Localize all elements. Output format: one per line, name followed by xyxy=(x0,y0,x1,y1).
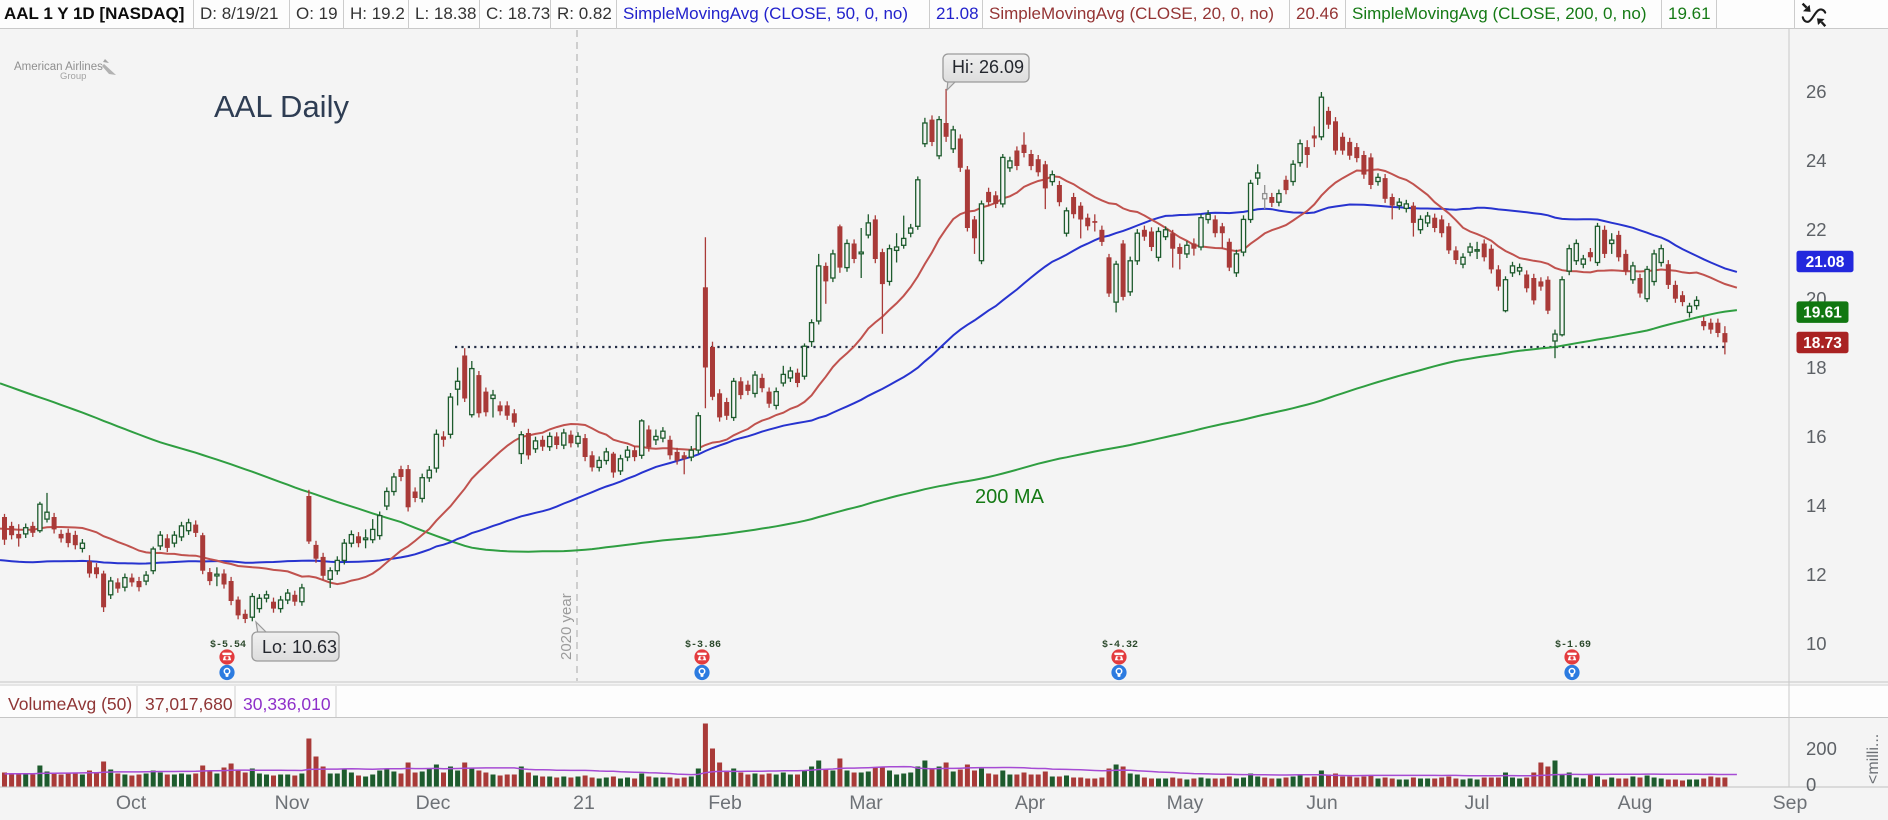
svg-text:21.08: 21.08 xyxy=(1806,254,1845,271)
svg-text:$-1.69: $-1.69 xyxy=(1555,639,1591,651)
svg-text:Jun: Jun xyxy=(1306,792,1337,814)
svg-text:14: 14 xyxy=(1806,495,1827,516)
svg-text:37,017,680: 37,017,680 xyxy=(145,694,233,714)
svg-text:Lo: 10.63: Lo: 10.63 xyxy=(262,637,337,657)
svg-text:200: 200 xyxy=(1806,738,1837,759)
svg-text:26: 26 xyxy=(1806,81,1827,102)
svg-text:Nov: Nov xyxy=(275,792,310,814)
svg-text:2020 year: 2020 year xyxy=(558,593,575,660)
svg-text:18.73: 18.73 xyxy=(1803,335,1842,352)
svg-text:30,336,010: 30,336,010 xyxy=(243,694,331,714)
svg-text:18: 18 xyxy=(1806,357,1827,378)
svg-text:Dec: Dec xyxy=(416,792,451,814)
svg-text:$-4.32: $-4.32 xyxy=(1102,639,1138,651)
svg-text:200 MA: 200 MA xyxy=(975,486,1045,508)
svg-text:Feb: Feb xyxy=(708,792,742,814)
svg-text:Jul: Jul xyxy=(1465,792,1490,814)
svg-text:$-3.86: $-3.86 xyxy=(685,639,721,651)
svg-text:VolumeAvg (50): VolumeAvg (50) xyxy=(8,694,132,714)
svg-text:Group: Group xyxy=(60,71,86,82)
svg-text:AAL Daily: AAL Daily xyxy=(214,89,349,124)
svg-text:22: 22 xyxy=(1806,219,1827,240)
svg-text:$-5.54: $-5.54 xyxy=(210,639,246,651)
svg-text:Aug: Aug xyxy=(1618,792,1653,814)
svg-text:12: 12 xyxy=(1806,564,1827,585)
svg-text:0: 0 xyxy=(1806,774,1816,795)
svg-text:American Airlines: American Airlines xyxy=(14,61,103,73)
svg-text:21: 21 xyxy=(573,792,595,814)
svg-text:Mar: Mar xyxy=(849,792,883,814)
svg-text:10: 10 xyxy=(1806,633,1827,654)
svg-text:Apr: Apr xyxy=(1015,792,1046,814)
svg-text:Sep: Sep xyxy=(1773,792,1808,814)
svg-text:19.61: 19.61 xyxy=(1803,305,1842,322)
svg-text:May: May xyxy=(1167,792,1204,814)
svg-text:Hi: 26.09: Hi: 26.09 xyxy=(952,57,1024,77)
svg-text:Oct: Oct xyxy=(116,792,147,814)
svg-text:16: 16 xyxy=(1806,426,1827,447)
svg-text:24: 24 xyxy=(1806,150,1827,171)
svg-text:<milli...: <milli... xyxy=(1865,734,1882,784)
